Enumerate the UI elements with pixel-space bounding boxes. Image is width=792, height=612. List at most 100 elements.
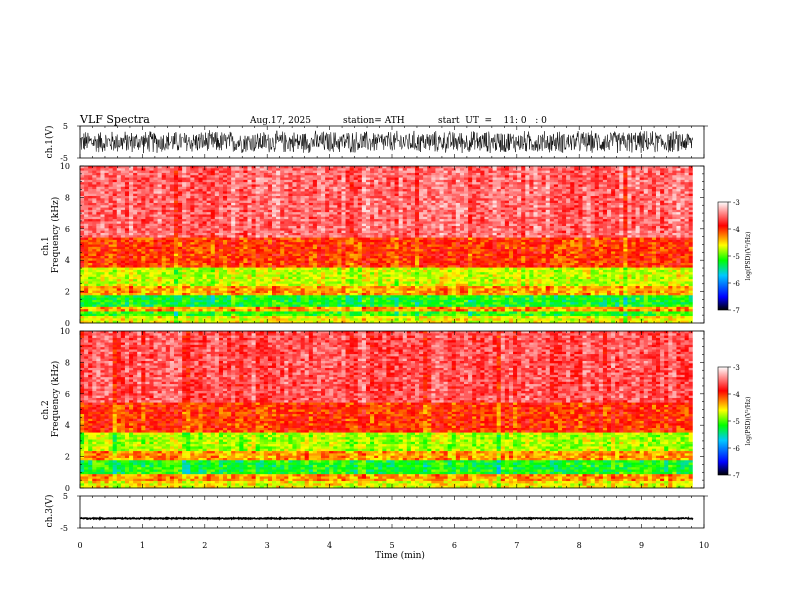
spectrogram-cell — [542, 205, 546, 208]
spectrogram-cell — [137, 175, 141, 178]
spectrogram-cell — [399, 233, 403, 236]
spectrogram-cell — [190, 198, 194, 201]
spectrogram-cell — [260, 184, 264, 187]
spectrogram-cell — [652, 217, 656, 220]
spectrogram-cell — [366, 171, 370, 174]
spectrogram-cell — [284, 201, 288, 204]
spectrogram-cell — [378, 226, 382, 229]
spectrogram-cell — [133, 217, 137, 220]
spectrogram-cell — [341, 233, 345, 236]
spectrogram-cell — [366, 173, 370, 176]
spectrogram-cell — [566, 189, 570, 192]
spectrogram-cell — [599, 224, 603, 227]
spectrogram-cell — [468, 171, 472, 174]
spectrogram-cell — [444, 189, 448, 192]
spectrogram-cell — [313, 217, 317, 220]
spectrogram-cell — [239, 184, 243, 187]
spectrogram-cell — [317, 187, 321, 190]
spectrogram-cell — [681, 178, 685, 181]
spectrogram-cell — [636, 238, 640, 241]
spectrogram-cell — [243, 238, 247, 241]
spectrogram-cell — [570, 178, 574, 181]
spectrogram-cell — [227, 168, 231, 171]
spectrogram-cell — [182, 191, 186, 194]
spectrogram-cell — [529, 217, 533, 220]
spectrogram-cell — [619, 180, 623, 183]
spectrogram-cell — [619, 189, 623, 192]
spectrogram-cell — [125, 182, 129, 185]
spectrogram-cell — [100, 224, 104, 227]
spectrogram-cell — [198, 171, 202, 174]
spectrogram-cell — [317, 173, 321, 176]
spectrogram-cell — [84, 201, 88, 204]
spectrogram-cell — [599, 219, 603, 222]
spectrogram-cell — [411, 201, 415, 204]
spectrogram-cell — [619, 210, 623, 213]
spectrogram-cell — [631, 238, 635, 241]
spectrogram-cell — [117, 189, 121, 192]
spectrogram-cell — [546, 201, 550, 204]
spectrogram-cell — [501, 187, 505, 190]
spectrogram-cell — [276, 238, 280, 241]
spectrogram-cell — [423, 175, 427, 178]
spectrogram-cell — [227, 171, 231, 174]
spectrogram-cell — [145, 184, 149, 187]
spectrogram-cell — [141, 189, 145, 192]
spectrogram-cell — [268, 221, 272, 224]
spectrogram-cell — [92, 171, 96, 174]
spectrogram-cell — [636, 212, 640, 215]
spectrogram-cell — [623, 198, 627, 201]
spectrogram-cell — [689, 178, 693, 181]
spectrogram-cell — [215, 175, 219, 178]
spectrogram-cell — [533, 175, 537, 178]
spectrogram-cell — [619, 187, 623, 190]
spectrogram-cell — [239, 191, 243, 194]
spectrogram-cell — [88, 212, 92, 215]
spectrogram-cell — [227, 187, 231, 190]
spectrogram-cell — [125, 210, 129, 213]
spectrogram-cell — [239, 224, 243, 227]
spectrogram-cell — [92, 168, 96, 171]
spectrogram-cell — [133, 180, 137, 183]
spectrogram-cell — [627, 187, 631, 190]
spectrogram-cell — [252, 219, 256, 222]
spectrogram-cell — [317, 205, 321, 208]
spectrogram-cell — [260, 224, 264, 227]
spectrogram-cell — [660, 173, 664, 176]
spectrogram-cell — [203, 214, 207, 217]
spectrogram-cell — [166, 173, 170, 176]
spectrogram-cell — [284, 231, 288, 234]
spectrogram-cell — [382, 235, 386, 238]
spectrogram-cell — [211, 187, 215, 190]
spectrogram-cell — [427, 180, 431, 183]
spectrogram-cell — [260, 189, 264, 192]
spectrogram-cell — [395, 171, 399, 174]
spectrogram-cell — [170, 203, 174, 206]
spectrogram-cell — [386, 189, 390, 192]
spectrogram-cell — [125, 231, 129, 234]
spectrogram-cell — [329, 226, 333, 229]
spectrogram-cell — [623, 184, 627, 187]
spectrogram-cell — [366, 205, 370, 208]
spectrogram-cell — [644, 210, 648, 213]
spectrogram-cell — [341, 240, 345, 243]
spectrogram-cell — [472, 187, 476, 190]
spectrogram-cell — [423, 233, 427, 236]
spectrogram-cell — [464, 178, 468, 181]
spectrogram-cell — [476, 203, 480, 206]
spectrogram-cell — [582, 189, 586, 192]
spectrogram-cell — [317, 175, 321, 178]
spectrogram-cell — [452, 212, 456, 215]
spectrogram-cell — [599, 196, 603, 199]
spectrogram-cell — [309, 224, 313, 227]
spectrogram-cell — [309, 240, 313, 243]
spectrogram-cell — [501, 205, 505, 208]
spectrogram-cell — [431, 224, 435, 227]
spectrogram-cell — [186, 175, 190, 178]
spectrogram-cell — [415, 235, 419, 238]
spectrogram-cell — [529, 205, 533, 208]
spectrogram-cell — [468, 219, 472, 222]
spectrogram-cell — [427, 194, 431, 197]
spectrogram-cell — [497, 238, 501, 241]
spectrogram-cell — [301, 231, 305, 234]
